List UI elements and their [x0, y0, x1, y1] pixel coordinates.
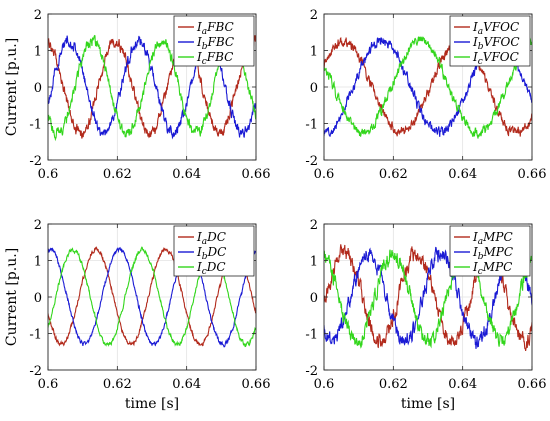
x-tick-label: 0.62 — [103, 167, 132, 182]
x-tick-label: 0.64 — [448, 167, 477, 182]
chart-panel-bottom-right: 0.6 0.62 0.64 0.66 -2 -1 0 1 2 time [s] IaMPCIbMPC… — [305, 218, 546, 412]
y-tick-label: 1 — [34, 45, 42, 60]
x-tick-label: 0.66 — [242, 377, 271, 392]
series-line-I_bDC — [48, 246, 256, 348]
legend-entry: IaVFOC — [472, 20, 519, 37]
legend-entry: IbDC — [196, 245, 226, 262]
series-line-I_cVFOC — [324, 36, 532, 139]
legend-entry: IcVFOC — [472, 50, 519, 67]
x-tick-label: 0.64 — [172, 377, 201, 392]
y-tick-label: -1 — [29, 118, 42, 133]
y-tick-label: -1 — [305, 328, 318, 343]
y-tick-label: 0 — [310, 81, 318, 96]
x-tick-label: 0.64 — [172, 167, 201, 182]
chart-panel-bottom-left: 0.6 0.62 0.64 0.66 -2 -1 0 1 2 Current [p.u.] time… — [4, 218, 270, 412]
y-tick-label: 2 — [34, 218, 42, 233]
y-axis-label: Current [p.u.] — [4, 38, 20, 136]
x-tick-label: 0.62 — [379, 167, 408, 182]
y-tick-label: 2 — [310, 8, 318, 23]
legend-entry: IaFBC — [196, 20, 234, 37]
y-tick-label: -2 — [305, 154, 318, 169]
legend-box — [173, 15, 255, 67]
x-tick-label: 0.6 — [314, 167, 335, 182]
chart-panel-top-left: 0.6 0.62 0.64 0.66 -2 -1 0 1 2 Current [p.u.] IaFB… — [4, 8, 270, 182]
y-tick-label: 2 — [310, 218, 318, 233]
legend-entry: IcFBC — [196, 50, 233, 67]
y-tick-label: -2 — [29, 154, 42, 169]
y-tick-label: -2 — [29, 364, 42, 379]
y-tick-label: 2 — [34, 8, 42, 23]
y-tick-label: 1 — [310, 45, 318, 60]
legend-entry: IaMPC — [472, 230, 513, 247]
x-tick-label: 0.62 — [103, 377, 132, 392]
legend-entry: IaDC — [196, 230, 226, 247]
legend-entry: IbFBC — [196, 35, 234, 52]
legend-entry: IcDC — [196, 260, 226, 277]
x-tick-label: 0.66 — [518, 377, 547, 392]
y-tick-label: 1 — [34, 255, 42, 270]
x-tick-label: 0.6 — [38, 167, 59, 182]
series-line-I_bFBC — [48, 35, 256, 140]
y-tick-label: 0 — [310, 291, 318, 306]
x-tick-label: 0.66 — [242, 167, 271, 182]
y-tick-label: 0 — [34, 81, 42, 96]
y-tick-label: -1 — [29, 328, 42, 343]
y-tick-label: -1 — [305, 118, 318, 133]
series-line-I_aDC — [48, 246, 256, 347]
legend-entry: IbVFOC — [472, 35, 520, 52]
x-tick-label: 0.66 — [518, 167, 547, 182]
x-axis-label: time [s] — [125, 396, 179, 412]
y-tick-label: 0 — [34, 291, 42, 306]
x-tick-label: 0.64 — [448, 377, 477, 392]
y-tick-label: 1 — [310, 255, 318, 270]
y-axis-label: Current [p.u.] — [4, 248, 20, 346]
y-tick-label: -2 — [305, 364, 318, 379]
x-tick-label: 0.6 — [314, 377, 335, 392]
series-line-I_bMPC — [324, 243, 532, 349]
legend-entry: IbMPC — [472, 245, 513, 262]
x-tick-label: 0.62 — [379, 377, 408, 392]
x-tick-label: 0.6 — [38, 377, 59, 392]
series-line-I_cMPC — [324, 245, 532, 349]
x-axis-label: time [s] — [401, 396, 455, 412]
legend-entry: IcMPC — [472, 260, 512, 277]
series-line-I_aFBC — [48, 34, 256, 139]
